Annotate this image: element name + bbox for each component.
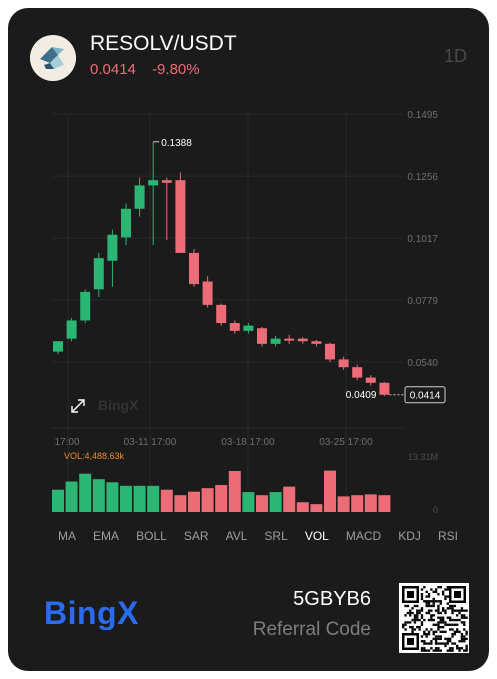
volume-bar <box>228 470 241 512</box>
candle-body <box>175 180 186 253</box>
volume-bar <box>215 485 228 512</box>
volume-bar <box>378 495 391 512</box>
volume-bar <box>310 504 323 512</box>
volume-bar <box>201 488 214 512</box>
referral-code-label: Referral Code <box>252 619 371 640</box>
svg-text:BingX: BingX <box>44 596 139 630</box>
volume-bar <box>52 489 64 512</box>
candle-body <box>53 341 63 352</box>
candle-body <box>134 185 145 209</box>
volume-label: VOL:4,488.63k <box>64 451 125 461</box>
candle-body <box>311 341 322 344</box>
low-price-label: 0.0409 <box>346 390 377 401</box>
volume-bar <box>147 485 160 512</box>
volume-bar <box>242 492 255 512</box>
volume-bar <box>269 492 282 512</box>
time-tick-label: 03-11 17:00 <box>124 437 177 448</box>
candle-body <box>66 320 77 339</box>
candle-body <box>189 252 199 285</box>
price-tick-label: 0.0779 <box>407 296 438 307</box>
candle-body <box>379 382 390 395</box>
price-tick-label: 0.1495 <box>407 110 438 121</box>
price-tick-label: 0.1256 <box>407 172 438 183</box>
high-price-label: 0.1388 <box>161 138 192 149</box>
indicator-tab-vol[interactable]: VOL <box>304 529 329 543</box>
candle-body <box>93 258 104 290</box>
volume-bar <box>65 481 78 512</box>
candle-body <box>352 367 363 378</box>
volume-bar <box>174 495 187 512</box>
candle-body <box>148 180 159 186</box>
price-tick-label: 0.1017 <box>407 234 438 245</box>
price-chart: 0.1495 0.1256 0.1017 0.0779 0.0540 0.1388 0.04… <box>52 110 446 515</box>
volume-bar <box>351 495 364 512</box>
trading-pair-title: RESOLV/USDT <box>90 32 237 55</box>
last-price: 0.0414 <box>90 61 136 78</box>
candle-body <box>284 338 295 341</box>
share-card: RESOLV/USDT 0.0414 -9.80% 1D 0.1495 0.125… <box>8 8 489 671</box>
bingx-watermark: BingX <box>98 397 139 413</box>
last-price-label: 0.0414 <box>410 391 441 402</box>
volume-bar <box>364 494 377 512</box>
time-tick-label: 03-18 17:00 <box>221 437 275 448</box>
volume-bar <box>324 470 336 512</box>
volume-bar <box>283 486 296 512</box>
candle-body <box>161 180 172 183</box>
volume-bar <box>256 495 268 512</box>
qr-code-icon <box>399 583 469 653</box>
bingx-wordmark-icon: BingX <box>44 595 139 631</box>
candle-body <box>107 234 118 261</box>
price-tick-label: 0.0540 <box>407 358 438 369</box>
candle-body <box>216 304 227 324</box>
volume-bar <box>133 485 146 512</box>
indicator-tab-macd[interactable]: MACD <box>345 529 382 543</box>
indicator-tab-ma[interactable]: MA <box>58 529 76 543</box>
candle-body <box>325 343 335 360</box>
candle-body <box>257 328 267 344</box>
volume-bar <box>120 485 132 512</box>
expand-icon[interactable] <box>71 399 85 413</box>
indicator-tab-sar[interactable]: SAR <box>183 529 209 543</box>
candle-body <box>243 325 254 331</box>
candle-body <box>297 338 308 342</box>
indicator-tab-kdj[interactable]: KDJ <box>398 529 421 543</box>
candle-body <box>202 281 213 305</box>
price-change: -9.80% <box>152 61 200 78</box>
candle-body <box>229 323 240 331</box>
referral-code: 5GBYB6 <box>293 588 371 610</box>
indicator-tab-boll[interactable]: BOLL <box>136 529 167 543</box>
volume-bar <box>296 502 309 512</box>
coin-logo-icon <box>30 35 76 81</box>
volume-bar <box>92 479 105 512</box>
indicator-tabs: MA EMA BOLL SAR AVL SRL VOL MACD KDJ RSI <box>58 529 458 547</box>
interval-label: 1D <box>443 46 467 66</box>
volume-bar <box>337 496 350 512</box>
candle-body <box>338 359 349 368</box>
indicator-tab-rsi[interactable]: RSI <box>437 529 458 543</box>
candle-body <box>121 208 131 238</box>
volume-max-tick: 13.31M <box>408 452 438 462</box>
indicator-tab-avl[interactable]: AVL <box>225 529 248 543</box>
volume-bar <box>188 491 200 512</box>
volume-bar <box>160 489 173 512</box>
time-tick-label: 03-25 17:00 <box>319 437 373 448</box>
time-tick-label: 17:00 <box>54 437 79 448</box>
price-line: 0.0414 -9.80% <box>90 61 212 78</box>
volume-bar <box>79 473 92 512</box>
candle-body <box>80 291 91 321</box>
indicator-tab-srl[interactable]: SRL <box>264 529 288 543</box>
indicator-tab-ema[interactable]: EMA <box>93 529 120 543</box>
candle-body <box>365 377 376 383</box>
candle-body <box>270 338 281 344</box>
bingx-logo: BingX <box>44 595 164 638</box>
volume-zero-tick: 0 <box>433 505 438 515</box>
last-price-box <box>404 386 446 404</box>
volume-bar <box>106 482 119 512</box>
